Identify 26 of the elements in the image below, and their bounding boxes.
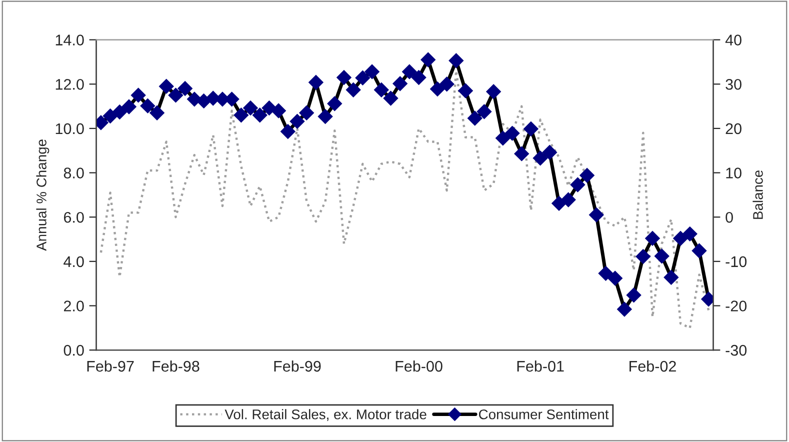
y-tick-label: 2.0: [64, 300, 84, 312]
x-tick-label: Feb-01: [517, 360, 564, 372]
y2-axis-title: Balance: [752, 170, 763, 219]
x-tick-label: Feb-97: [87, 360, 134, 372]
y2-tick-label: -20: [726, 300, 747, 312]
y2-tick-label: 40: [725, 34, 742, 46]
y-axis-title: Annual % Change: [36, 140, 50, 251]
y2-tick-label: 20: [726, 123, 742, 134]
x-tick-label: Feb-00: [396, 360, 442, 372]
x-tick-label: Feb-98: [152, 360, 200, 372]
legend-label: Vol. Retail Sales, ex. Motor trade: [224, 409, 426, 421]
y-tick-label: 4.0: [64, 256, 84, 268]
y2-tick-label: 0: [726, 212, 733, 223]
y-tick-label: 6.0: [64, 212, 84, 223]
y-tick-label: 8.0: [64, 168, 84, 178]
x-tick-label: Feb-02: [630, 360, 676, 372]
y2-tick-label: 30: [726, 78, 742, 90]
y-tick-label: 0.0: [64, 344, 84, 356]
y-tick-label: 14.0: [56, 34, 84, 46]
y2-tick-label: -30: [726, 344, 747, 356]
legend-label: Consumer Sentiment: [479, 409, 609, 420]
x-tick-label: Feb-99: [274, 360, 321, 372]
y2-tick-label: -10: [726, 256, 747, 268]
y2-tick-label: 10: [726, 168, 742, 178]
y-tick-label: 10.0: [56, 123, 84, 134]
y-tick-label: 12.0: [56, 78, 84, 90]
